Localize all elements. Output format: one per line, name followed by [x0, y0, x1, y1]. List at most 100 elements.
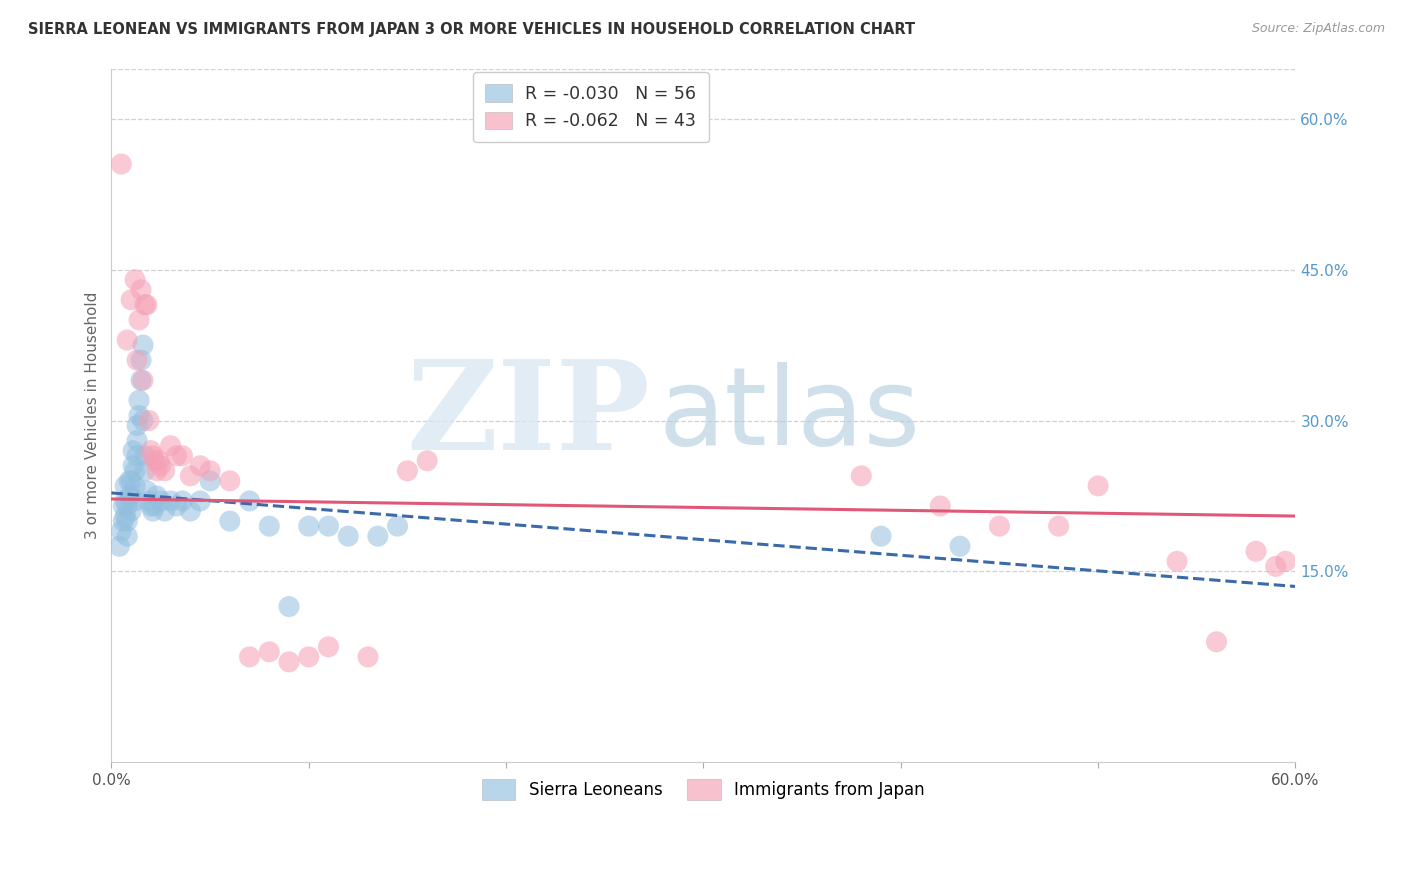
Point [357, 649, 380, 664]
Point [112, 499, 135, 513]
Point [112, 514, 135, 528]
Point [114, 494, 136, 508]
Point [367, 529, 389, 543]
Point [870, 529, 893, 543]
Point [387, 519, 409, 533]
Point [146, 464, 169, 478]
Point [218, 514, 240, 528]
Point [122, 443, 145, 458]
Point [128, 313, 150, 327]
Point [1205, 634, 1227, 648]
Text: atlas: atlas [658, 362, 921, 468]
Point [153, 504, 176, 518]
Point [188, 458, 211, 473]
Point [238, 494, 260, 508]
Point [139, 499, 162, 513]
Point [1087, 479, 1109, 493]
Point [124, 464, 146, 478]
Point [298, 519, 321, 533]
Point [125, 449, 148, 463]
Point [416, 454, 439, 468]
Point [318, 640, 340, 654]
Point [143, 454, 166, 468]
Point [136, 483, 159, 498]
Point [179, 468, 201, 483]
Point [1244, 544, 1267, 558]
Point [129, 283, 152, 297]
Point [218, 474, 240, 488]
Point [318, 519, 340, 533]
Point [148, 454, 170, 468]
Point [149, 494, 172, 508]
Point [138, 413, 160, 427]
Point [114, 509, 136, 524]
Point [136, 298, 159, 312]
Point [110, 524, 132, 538]
Point [132, 338, 155, 352]
Point [949, 539, 972, 553]
Point [172, 449, 194, 463]
Point [124, 273, 146, 287]
Point [159, 439, 181, 453]
Point [108, 539, 131, 553]
Point [1274, 554, 1296, 568]
Point [179, 504, 201, 518]
Point [115, 499, 138, 513]
Point [198, 474, 221, 488]
Point [238, 649, 260, 664]
Point [118, 489, 141, 503]
Point [122, 458, 145, 473]
Point [198, 464, 221, 478]
Point [129, 373, 152, 387]
Point [129, 353, 152, 368]
Point [120, 489, 142, 503]
Text: ZIP: ZIP [406, 355, 650, 476]
Point [124, 494, 146, 508]
Point [110, 157, 132, 171]
Point [172, 494, 194, 508]
Point [114, 479, 136, 493]
Point [1166, 554, 1188, 568]
Point [298, 649, 321, 664]
Point [120, 474, 142, 488]
Point [278, 655, 301, 669]
Point [166, 449, 188, 463]
Point [138, 494, 160, 508]
Point [125, 353, 148, 368]
Point [125, 434, 148, 448]
Point [166, 499, 188, 513]
Point [146, 489, 169, 503]
Point [132, 413, 155, 427]
Point [188, 494, 211, 508]
Point [259, 645, 281, 659]
Point [125, 418, 148, 433]
Point [149, 458, 172, 473]
Point [143, 499, 166, 513]
Point [124, 479, 146, 493]
Legend: Sierra Leoneans, Immigrants from Japan: Sierra Leoneans, Immigrants from Japan [475, 772, 931, 806]
Point [851, 468, 873, 483]
Point [1264, 559, 1286, 574]
Point [120, 504, 142, 518]
Point [159, 494, 181, 508]
Point [1047, 519, 1070, 533]
Point [929, 499, 952, 513]
Point [259, 519, 281, 533]
Point [115, 333, 138, 347]
Point [988, 519, 1011, 533]
Point [139, 443, 162, 458]
Point [128, 393, 150, 408]
Point [278, 599, 301, 614]
Y-axis label: 3 or more Vehicles in Household: 3 or more Vehicles in Household [86, 292, 100, 539]
Point [134, 464, 156, 478]
Point [396, 464, 419, 478]
Point [120, 293, 142, 307]
Point [337, 529, 360, 543]
Point [142, 504, 165, 518]
Text: Source: ZipAtlas.com: Source: ZipAtlas.com [1251, 22, 1385, 36]
Point [115, 514, 138, 528]
Point [134, 449, 156, 463]
Point [142, 449, 165, 463]
Point [128, 409, 150, 423]
Text: SIERRA LEONEAN VS IMMIGRANTS FROM JAPAN 3 OR MORE VEHICLES IN HOUSEHOLD CORRELAT: SIERRA LEONEAN VS IMMIGRANTS FROM JAPAN … [28, 22, 915, 37]
